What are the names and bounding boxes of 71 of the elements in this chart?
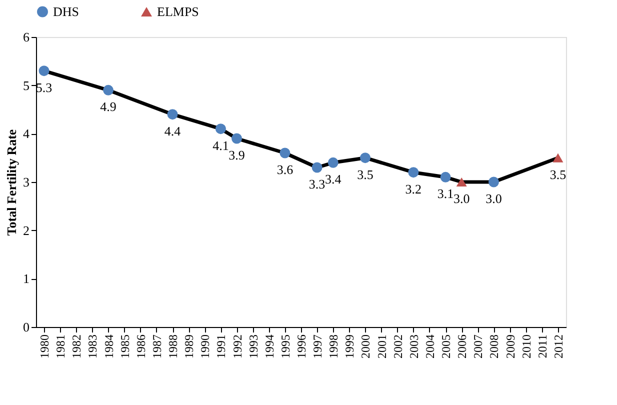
data-label: 3.3 [308, 176, 326, 192]
point [552, 153, 564, 162]
point [312, 162, 322, 173]
x-tick-label: 1991 [214, 334, 228, 358]
y-tick-label: 3 [23, 174, 30, 190]
data-label: 4.9 [100, 99, 116, 114]
data-label: 3.5 [357, 166, 374, 182]
x-tick-label: 1985 [118, 334, 132, 358]
x-tick-label: 1983 [86, 334, 100, 358]
data-label: 3.2 [405, 181, 422, 196]
point [280, 148, 290, 158]
y-tick-label: 5 [23, 78, 30, 93]
point [456, 177, 467, 187]
data-label: 3.4 [324, 172, 342, 187]
data-label: 3.1 [437, 186, 454, 202]
x-tick-label: 2001 [374, 334, 389, 358]
x-tick-label: 1999 [342, 334, 357, 358]
legend-label: ELMPS [157, 4, 199, 19]
x-tick-label: 1989 [182, 334, 196, 358]
x-tick-label: 1980 [38, 334, 52, 358]
x-tick-label: 2003 [406, 334, 421, 358]
x-tick-label: 2009 [503, 334, 518, 358]
y-tick-label: 1 [23, 271, 30, 286]
point [232, 133, 242, 144]
x-tick-label: 1982 [70, 334, 84, 358]
x-tick-label: 1990 [198, 334, 212, 358]
point [103, 84, 114, 96]
x-tick-label: 1984 [102, 334, 116, 358]
x-tick-label: 1994 [262, 334, 276, 358]
x-tick-label: 2006 [455, 334, 470, 358]
x-tick-label: 2002 [390, 334, 405, 358]
x-tick-label: 1988 [166, 334, 180, 358]
x-tick-label: 2007 [471, 334, 486, 358]
data-label: 3.5 [550, 166, 566, 182]
x-tick-label: 1987 [150, 334, 164, 358]
data-label: 3.0 [486, 191, 502, 206]
legend-label: DHS [53, 4, 80, 19]
y-axis-title: Total Fertility Rate [4, 129, 19, 236]
x-tick-label: 1995 [278, 334, 292, 358]
y-tick-label: 4 [23, 126, 30, 142]
x-tick-label: 1996 [294, 334, 308, 358]
x-tick-label: 2005 [439, 334, 454, 358]
data-label: 5.3 [36, 80, 52, 95]
point [215, 124, 226, 134]
data-label: 3.9 [228, 148, 245, 162]
data-label: 4.4 [164, 123, 182, 138]
x-tick-label: 2004 [422, 334, 437, 358]
point [38, 66, 50, 76]
x-tick-label: 2012 [551, 334, 566, 358]
x-tick-label: 2000 [358, 334, 373, 358]
point [167, 109, 178, 120]
point [360, 152, 370, 164]
x-tick-label: 2010 [519, 334, 534, 358]
x-tick-label: 2008 [487, 334, 502, 358]
x-tick-label: 1997 [310, 334, 325, 358]
point [328, 157, 338, 168]
x-tick-label: 1981 [54, 334, 68, 358]
x-tick-label: 1998 [326, 334, 341, 358]
point [488, 176, 499, 188]
x-tick-label: 1992 [230, 334, 244, 358]
point [440, 172, 451, 182]
y-tick-label: 2 [23, 222, 30, 238]
x-tick-label: 1986 [134, 334, 148, 358]
y-tick-label: 0 [23, 320, 30, 334]
data-label: 3.6 [276, 162, 294, 177]
point [408, 167, 419, 178]
x-tick-label: 1993 [246, 334, 260, 358]
x-tick-label: 2011 [535, 334, 550, 358]
y-tick-label: 6 [23, 30, 30, 44]
data-label: 4.1 [212, 138, 229, 153]
data-label: 3.0 [453, 191, 470, 206]
